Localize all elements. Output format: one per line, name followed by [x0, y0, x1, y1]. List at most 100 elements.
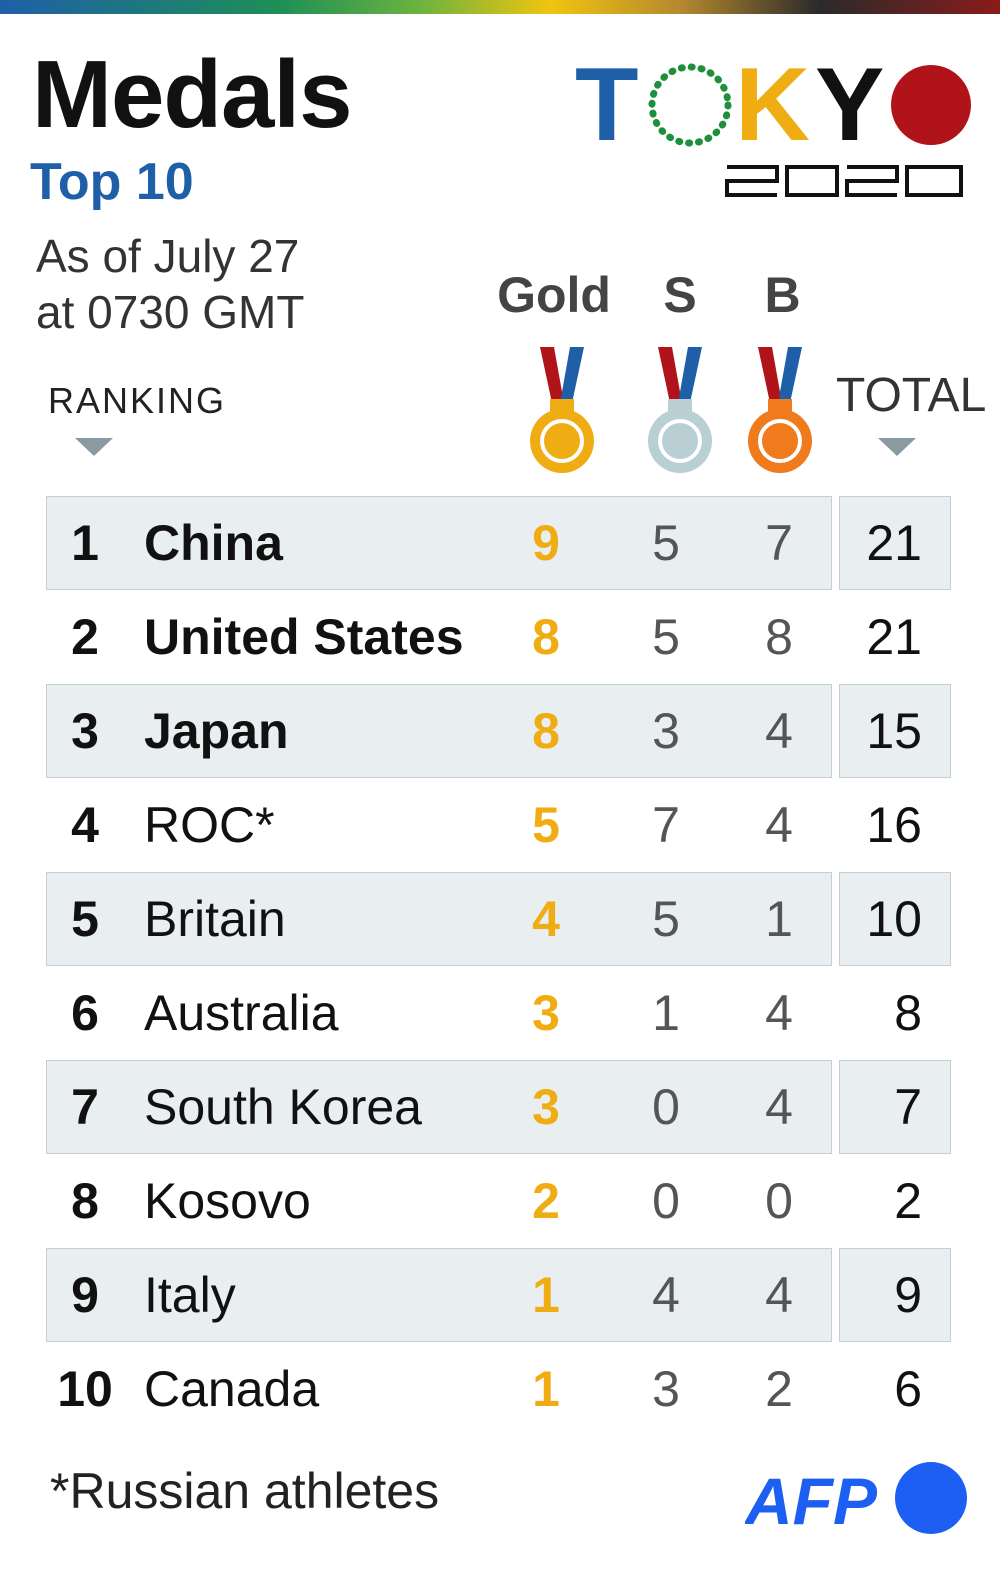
row-total: 21: [866, 515, 922, 571]
row-bronze: 8: [765, 609, 793, 665]
logo-o-dotted-ring-icon: [648, 63, 732, 147]
page-title: Medals: [32, 41, 352, 148]
as-of-text: As of July 27 at 0730 GMT: [36, 228, 376, 340]
row-gold: 3: [532, 1079, 560, 1135]
row-total: 6: [894, 1361, 922, 1417]
as-of-date: As of July 27: [36, 230, 300, 282]
row-rank: 1: [71, 515, 99, 571]
row-total: 2: [894, 1173, 922, 1229]
row-total-background: [839, 1248, 951, 1342]
table-row: 5 Britain 4 5 1 10: [46, 872, 952, 966]
row-rank: 4: [71, 797, 99, 853]
row-country: Japan: [144, 703, 289, 759]
row-silver: 5: [652, 515, 680, 571]
column-header-bronze: B: [764, 267, 801, 323]
row-rank: 2: [71, 609, 99, 665]
page-subtitle: Top 10: [30, 153, 194, 211]
gold-medal-icon: [530, 347, 594, 473]
row-background: [46, 1248, 832, 1342]
row-bronze: 4: [765, 985, 793, 1041]
row-gold: 9: [532, 515, 560, 571]
row-country: United States: [144, 609, 464, 665]
row-bronze: 1: [765, 891, 793, 947]
row-bronze: 4: [765, 1267, 793, 1323]
column-header-silver: S: [663, 267, 697, 323]
row-silver: 4: [652, 1267, 680, 1323]
row-background: [46, 684, 832, 778]
row-gold: 8: [532, 703, 560, 759]
ranking-arrow-icon: [75, 438, 113, 456]
tokyo-2020-logo: T K Y: [575, 55, 971, 197]
row-total: 7: [894, 1079, 922, 1135]
row-total: 21: [866, 609, 922, 665]
row-silver: 7: [652, 797, 680, 853]
row-total-background: [839, 872, 951, 966]
logo-letter-y: Y: [815, 55, 884, 163]
total-arrow-icon: [878, 438, 916, 456]
row-gold: 3: [532, 985, 560, 1041]
table-row: 6 Australia 3 1 4 8: [46, 966, 952, 1060]
row-silver: 5: [652, 609, 680, 665]
row-bronze: 0: [765, 1173, 793, 1229]
row-country: Britain: [144, 891, 286, 947]
row-rank: 3: [71, 703, 99, 759]
row-gold: 4: [532, 891, 560, 947]
logo-red-circle-icon: [891, 65, 971, 145]
row-bronze: 7: [765, 515, 793, 571]
row-bronze: 4: [765, 797, 793, 853]
afp-logo-text: AFP: [745, 1464, 878, 1538]
column-header-ranking: RANKING: [48, 380, 227, 421]
row-country: Canada: [144, 1361, 320, 1417]
row-bronze: 2: [765, 1361, 793, 1417]
row-total-background: [839, 1060, 951, 1154]
logo-2020-outline: [725, 165, 963, 197]
row-gold: 1: [532, 1361, 560, 1417]
row-total: 9: [894, 1267, 922, 1323]
row-silver: 1: [652, 985, 680, 1041]
table-row: 7 South Korea 3 0 4 7: [46, 1060, 952, 1154]
table-row: 4 ROC* 5 7 4 16: [46, 778, 952, 872]
top-color-bar: [0, 0, 1000, 14]
row-total: 10: [866, 891, 922, 947]
table-row: 10 Canada 1 3 2 6: [46, 1342, 952, 1436]
table-row: 2 United States 8 5 8 21: [46, 590, 952, 684]
row-rank: 5: [71, 891, 99, 947]
table-row: 1 China 9 5 7 21: [46, 496, 952, 590]
row-background: [46, 496, 832, 590]
row-total: 15: [866, 703, 922, 759]
row-gold: 2: [532, 1173, 560, 1229]
row-total-background: [839, 496, 951, 590]
row-country: Australia: [144, 985, 339, 1041]
afp-logo: AFP: [745, 1462, 967, 1538]
logo-letter-t: T: [575, 55, 639, 163]
silver-medal-icon: [648, 347, 712, 473]
row-rank: 7: [71, 1079, 99, 1135]
row-rank: 6: [71, 985, 99, 1041]
row-silver: 5: [652, 891, 680, 947]
row-background: [46, 1060, 832, 1154]
row-country: Kosovo: [144, 1173, 311, 1229]
table-row: 3 Japan 8 3 4 15: [46, 684, 952, 778]
row-gold: 5: [532, 797, 560, 853]
table-row: 8 Kosovo 2 0 0 2: [46, 1154, 952, 1248]
column-header-gold: Gold: [497, 267, 611, 323]
footnote: *Russian athletes: [50, 1463, 440, 1519]
row-silver: 0: [652, 1079, 680, 1135]
table-row: 9 Italy 1 4 4 9: [46, 1248, 952, 1342]
as-of-time: at 0730 GMT: [36, 286, 305, 338]
logo-letter-k: K: [735, 55, 810, 163]
row-bronze: 4: [765, 703, 793, 759]
row-silver: 3: [652, 703, 680, 759]
row-total-background: [839, 684, 951, 778]
row-silver: 0: [652, 1173, 680, 1229]
medal-table: 1 China 9 5 7 21 2 United States 8 5 8 2…: [46, 496, 952, 1436]
row-background: [46, 872, 832, 966]
row-rank: 10: [57, 1361, 113, 1417]
row-total: 16: [866, 797, 922, 853]
afp-blue-circle-icon: [895, 1462, 967, 1534]
row-rank: 8: [71, 1173, 99, 1229]
row-total: 8: [894, 985, 922, 1041]
bronze-medal-icon: [748, 347, 812, 473]
row-rank: 9: [71, 1267, 99, 1323]
row-country: ROC*: [144, 797, 275, 853]
